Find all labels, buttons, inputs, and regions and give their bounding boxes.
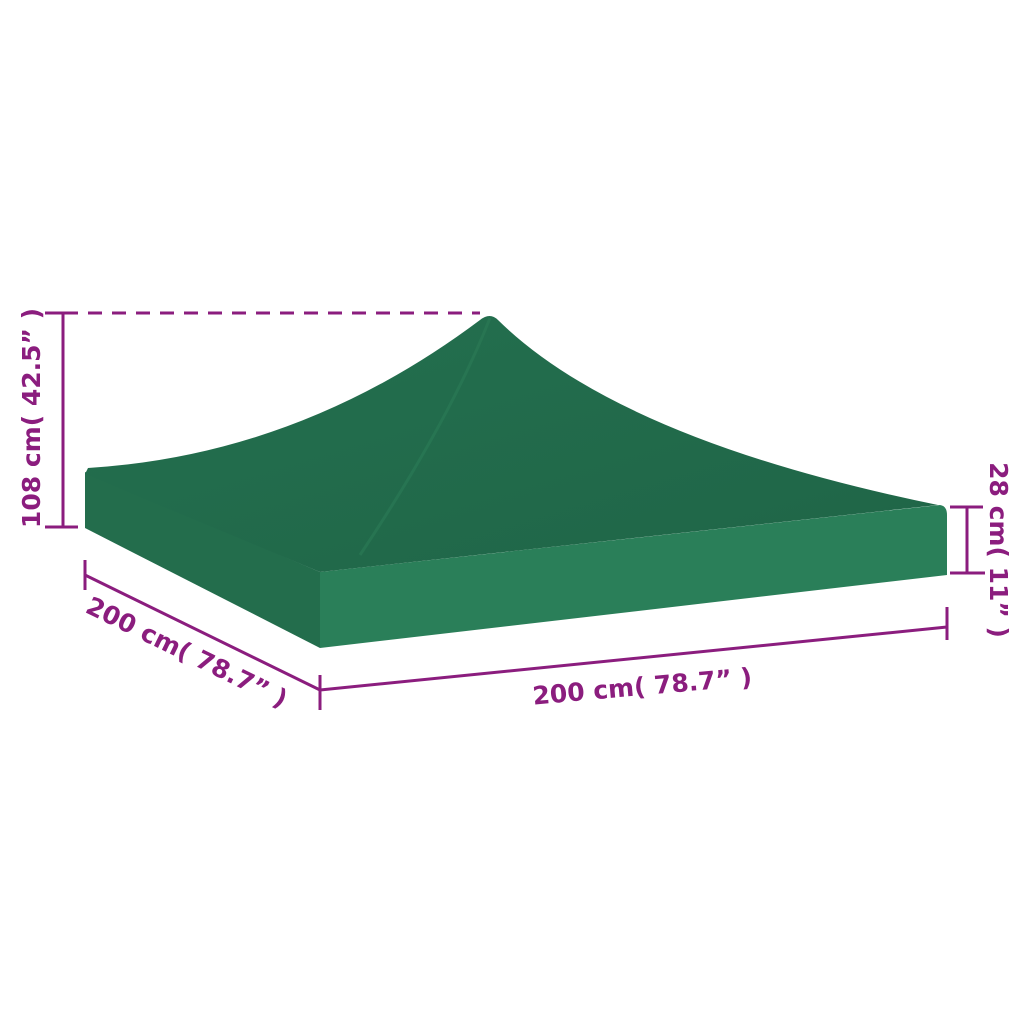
canopy-ridge xyxy=(358,317,492,556)
width-label: 200 cm( 78.7” ) xyxy=(531,662,753,710)
width-line xyxy=(319,625,948,692)
side-height-label: 28 cm( 11” ) xyxy=(984,462,1013,638)
height-label: 108 cm( 42.5” ) xyxy=(17,308,46,528)
canopy-top xyxy=(85,316,938,572)
canopy-left-side xyxy=(85,472,320,648)
depth-line xyxy=(84,573,321,692)
canopy-roof xyxy=(85,316,947,648)
dimension-lines xyxy=(45,311,985,710)
canopy-front-side xyxy=(320,505,947,648)
